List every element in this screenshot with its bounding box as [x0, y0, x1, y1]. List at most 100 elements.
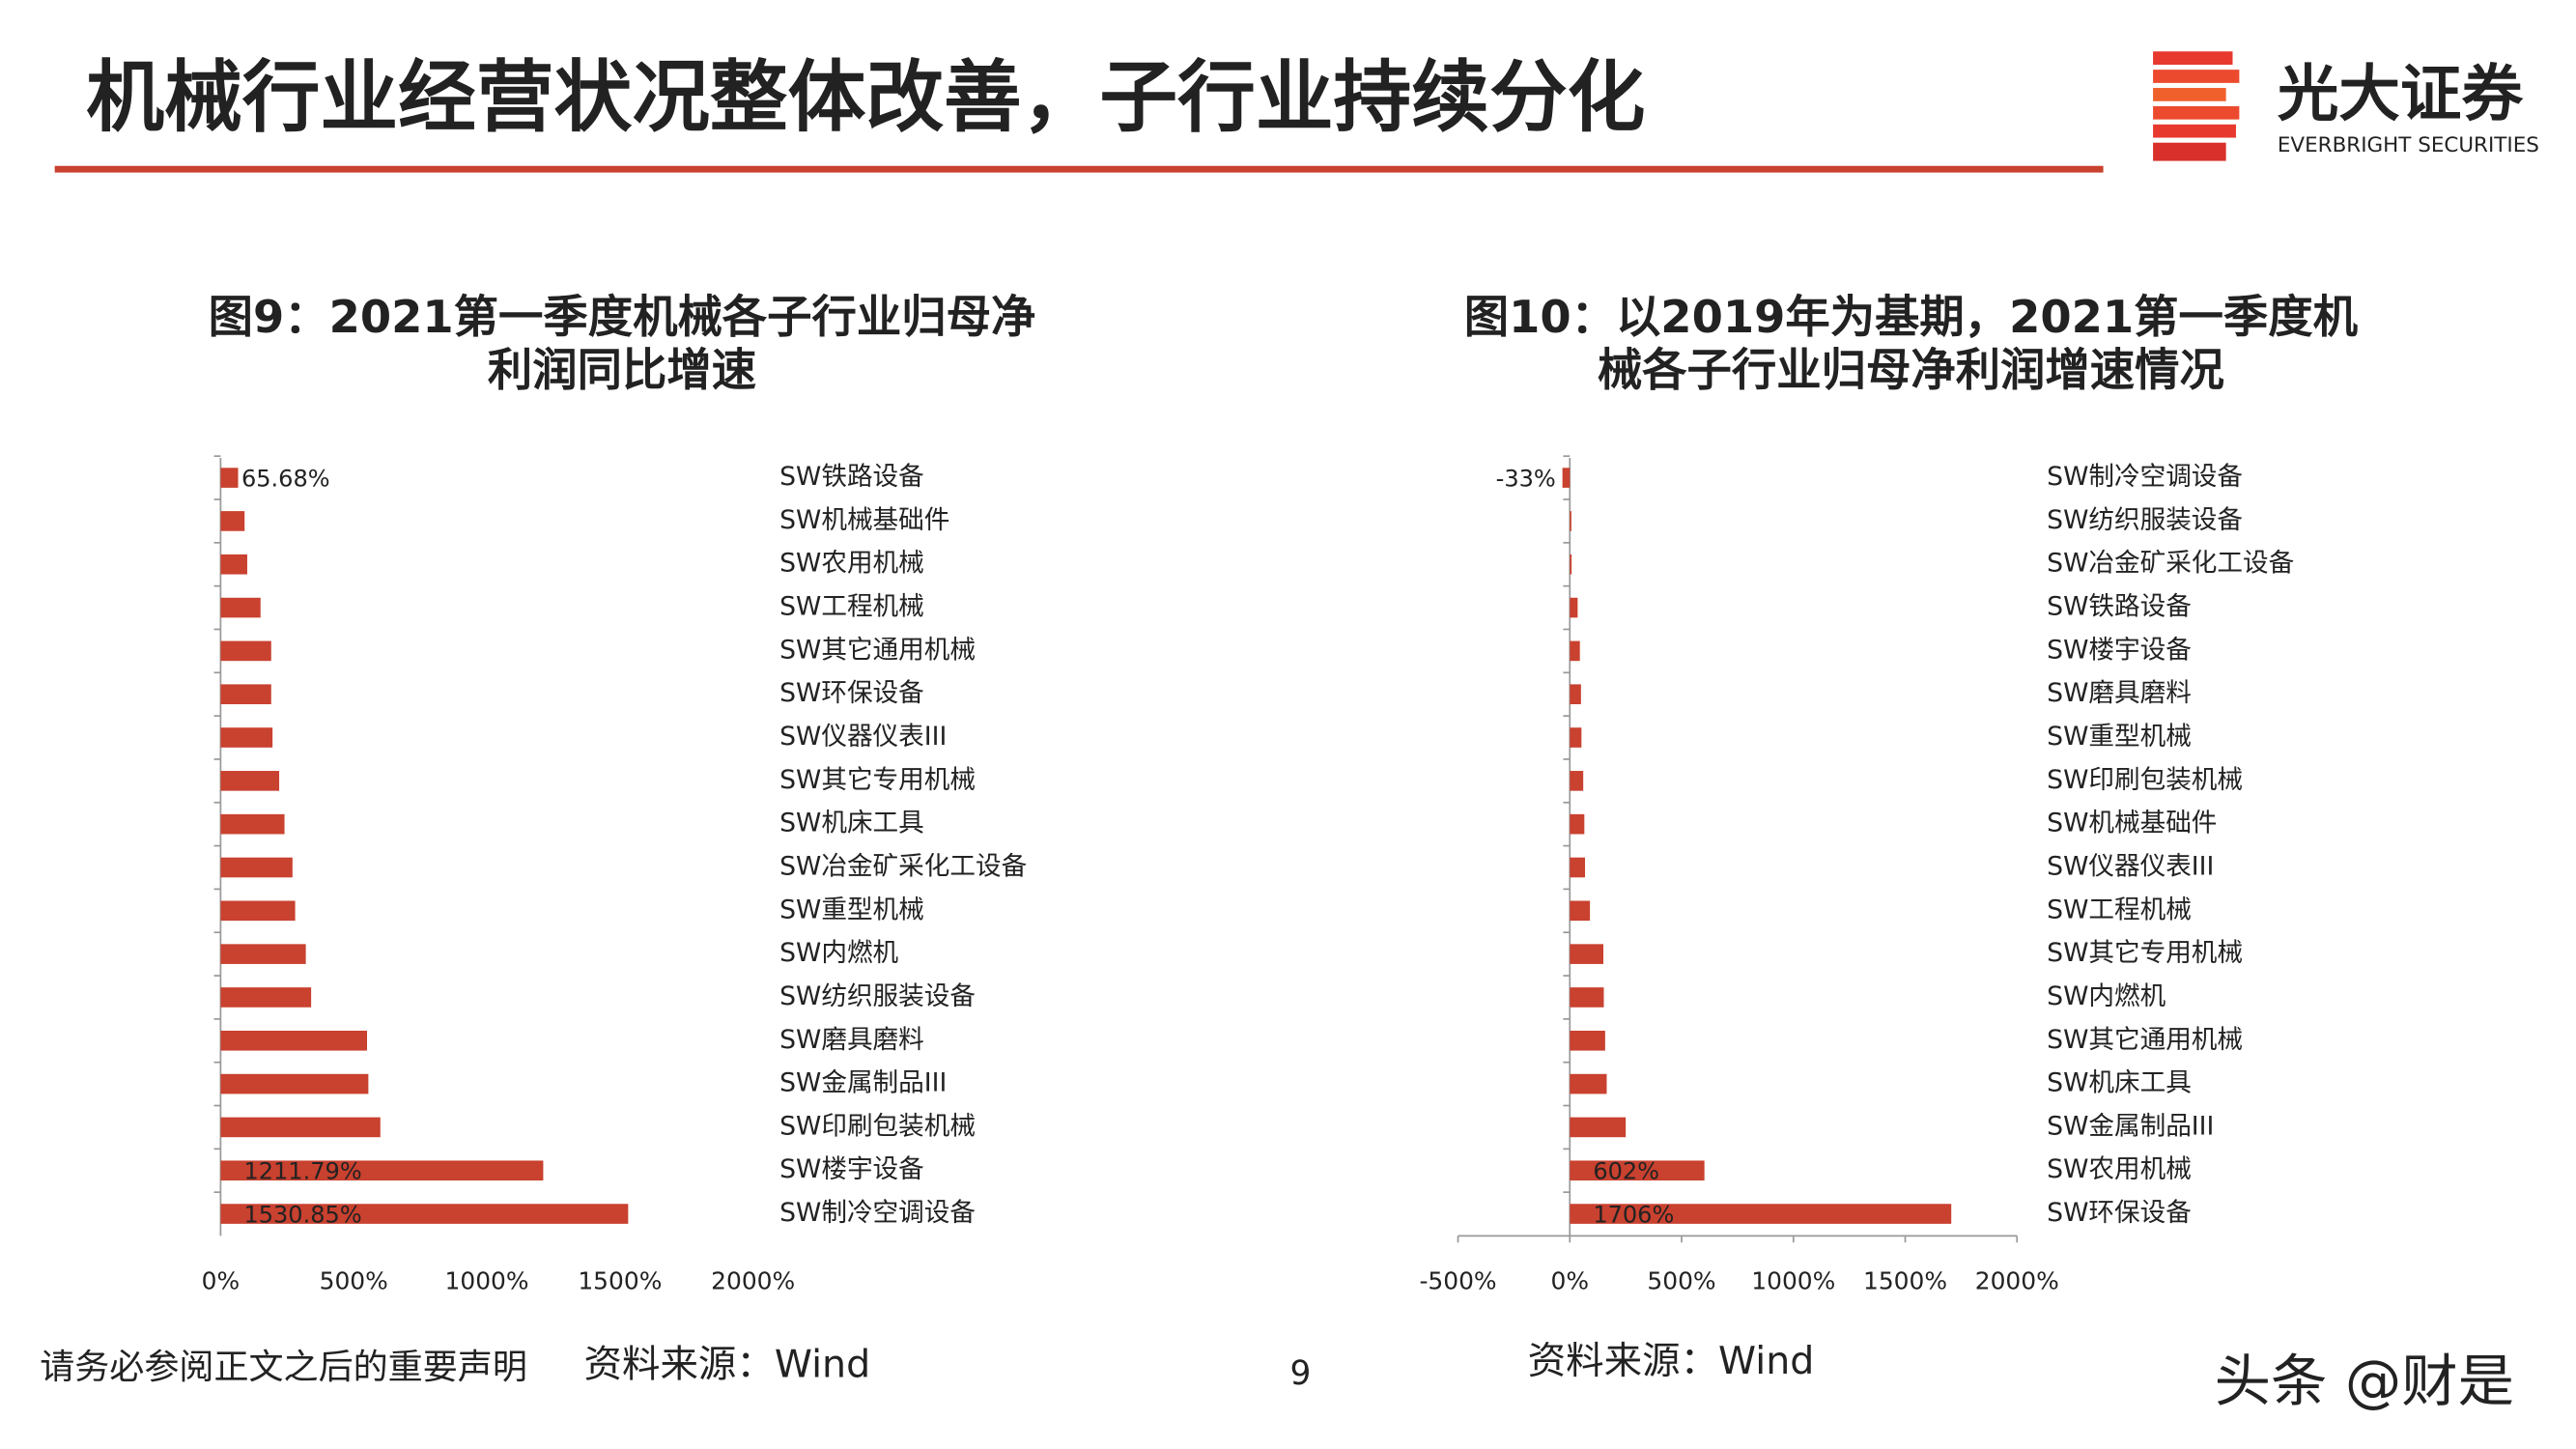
bar	[1570, 1117, 1627, 1138]
x-tick-label: 1500%	[578, 1266, 662, 1294]
bar	[220, 727, 273, 748]
page-number: 9	[1289, 1354, 1311, 1393]
bar	[1570, 1073, 1607, 1094]
category-label: SW纺织服装设备	[2047, 505, 2243, 535]
bar	[1570, 1160, 1705, 1181]
logo-mark	[2153, 51, 2240, 161]
x-tick-label: 500%	[320, 1266, 388, 1294]
x-tick-label: 0%	[1551, 1266, 1589, 1294]
value-label: -33%	[1496, 465, 1556, 492]
category-label: SW冶金矿采化工设备	[2047, 549, 2294, 579]
bar	[1570, 987, 1604, 1008]
category-label: SW铁路设备	[2047, 592, 2192, 622]
category-label: SW其它专用机械	[2047, 938, 2243, 968]
bar	[1570, 597, 1578, 618]
bar	[1570, 813, 1585, 835]
category-label: SW金属制品III	[779, 1068, 947, 1098]
category-label: SW铁路设备	[779, 462, 924, 492]
x-tick-label: 500%	[1647, 1266, 1715, 1294]
bar	[1570, 727, 1582, 748]
x-tick-label: 1000%	[445, 1266, 529, 1294]
bar	[220, 1117, 381, 1138]
source-note: 资料来源：Wind	[583, 1343, 870, 1387]
category-label: SW印刷包装机械	[2047, 765, 2243, 795]
category-label: SW磨具磨料	[2047, 678, 2192, 708]
watermark: 头条 @财是	[2215, 1349, 2514, 1414]
bar	[220, 900, 296, 922]
category-label: SW磨具磨料	[779, 1025, 924, 1055]
x-tick-label: 1000%	[1751, 1266, 1835, 1294]
category-label: SW工程机械	[779, 592, 924, 622]
bar	[220, 771, 280, 791]
bar	[1570, 554, 1572, 575]
category-label: SW仪器仪表III	[2047, 851, 2214, 881]
bar	[220, 1160, 544, 1181]
disclaimer: 请务必参阅正文之后的重要声明	[40, 1347, 527, 1387]
category-label: SW冶金矿采化工设备	[779, 851, 1027, 881]
x-tick-label: 2000%	[1975, 1266, 2059, 1294]
category-label: SW其它通用机械	[779, 635, 976, 665]
bar	[220, 813, 285, 835]
bar	[220, 857, 293, 878]
bar	[1570, 684, 1581, 705]
bar	[1570, 511, 1571, 531]
category-label: SW内燃机	[779, 938, 898, 968]
category-label: SW其它专用机械	[779, 765, 976, 795]
bar	[220, 944, 306, 964]
category-label: SW环保设备	[2047, 1198, 2192, 1228]
category-label: SW金属制品III	[2047, 1111, 2214, 1141]
x-tick-label: 1500%	[1863, 1266, 1947, 1294]
category-label: SW机械基础件	[2047, 809, 2217, 838]
bar	[220, 554, 247, 575]
bar	[1570, 771, 1584, 791]
category-label: SW农用机械	[779, 549, 924, 579]
value-label: 1211.79%	[243, 1157, 361, 1184]
bar	[220, 640, 271, 662]
category-label: SW楼宇设备	[779, 1154, 924, 1184]
bar	[1562, 468, 1571, 488]
category-label: SW机床工具	[779, 809, 924, 838]
brand-name-en: EVERBRIGHT SECURITIES	[2278, 133, 2539, 157]
bar	[220, 511, 245, 531]
bar	[220, 684, 271, 705]
chart-title: 械各子行业归母净利润增速情况	[1598, 344, 2224, 396]
page-title: 机械行业经营状况整体改善，子行业持续分化	[86, 52, 1645, 143]
chart-title: 利润同比增速	[488, 344, 756, 396]
bar	[220, 1204, 629, 1224]
bar	[220, 1030, 368, 1051]
category-label: SW环保设备	[779, 678, 924, 708]
bar	[1570, 640, 1580, 662]
bar	[1570, 944, 1603, 964]
x-tick-label: -500%	[1419, 1266, 1496, 1294]
title-rule	[54, 165, 2104, 173]
bar	[220, 468, 239, 488]
category-label: SW机械基础件	[779, 505, 949, 535]
category-label: SW楼宇设备	[2047, 635, 2192, 665]
category-label: SW内燃机	[2047, 981, 2166, 1011]
value-label: 65.68%	[241, 465, 330, 492]
x-tick-label: 2000%	[711, 1266, 795, 1294]
category-label: SW工程机械	[2047, 895, 2192, 924]
bar	[220, 597, 261, 618]
category-label: SW机床工具	[2047, 1068, 2192, 1098]
category-label: SW制冷空调设备	[2047, 462, 2243, 492]
bar	[220, 1073, 369, 1094]
category-label: SW重型机械	[779, 895, 924, 924]
bar	[1570, 1204, 1952, 1224]
value-label: 1706%	[1593, 1201, 1674, 1228]
value-label: 1530.85%	[243, 1201, 361, 1228]
chart-title: 图9：2021第一季度机械各子行业归母净	[209, 291, 1036, 343]
category-label: SW重型机械	[2047, 722, 2192, 752]
category-label: SW印刷包装机械	[779, 1111, 976, 1141]
chart-title: 图10：以2019年为基期，2021第一季度机	[1464, 291, 2359, 343]
bar	[1570, 857, 1586, 878]
x-tick-label: 0%	[202, 1266, 241, 1294]
category-label: SW纺织服装设备	[779, 981, 976, 1011]
category-label: SW其它通用机械	[2047, 1025, 2243, 1055]
category-label: SW制冷空调设备	[779, 1198, 976, 1228]
value-label: 602%	[1593, 1157, 1659, 1184]
source-note: 资料来源：Wind	[1528, 1339, 1815, 1383]
bar	[1570, 1030, 1605, 1051]
